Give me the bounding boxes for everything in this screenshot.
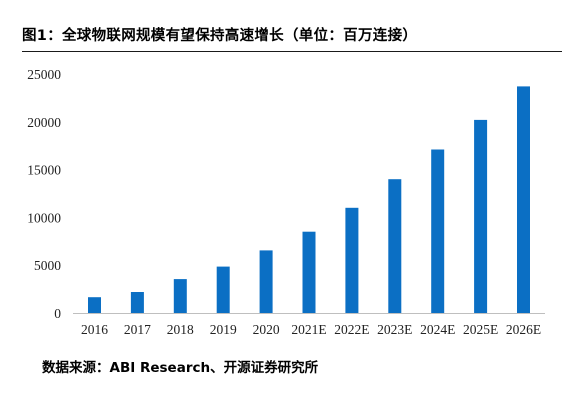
x-axis-ticks: 2016 2017 2018 2019 2020 2021E 2022E 2023E 2024E…: [81, 322, 541, 337]
y-tick-label: 0: [54, 306, 61, 321]
y-tick-label: 15000: [27, 163, 61, 178]
x-tick-label: 2021E: [291, 322, 326, 337]
bar: [388, 179, 402, 313]
title-rule: [22, 51, 562, 52]
bars: [88, 86, 530, 314]
bar: [216, 266, 230, 313]
x-tick-label: 2020: [253, 322, 280, 337]
y-tick-label: 10000: [27, 210, 61, 225]
x-tick-label: 2016: [81, 322, 108, 337]
x-tick-label: 2026E: [506, 322, 541, 337]
x-tick-label: 2019: [210, 322, 237, 337]
figure-title: 图1：全球物联网规模有望保持高速增长（单位：百万连接）: [22, 28, 418, 44]
x-tick-label: 2017: [124, 322, 151, 337]
source-label: 数据来源：: [42, 360, 110, 376]
source-note: 数据来源：ABI Research、开源证券研究所: [42, 356, 318, 376]
bar: [345, 207, 359, 313]
y-tick-label: 20000: [27, 115, 61, 130]
x-tick-label: 2025E: [463, 322, 498, 337]
bar: [88, 297, 101, 313]
source-value: ABI Research、开源证券研究所: [109, 360, 319, 376]
bar: [259, 250, 273, 313]
bar: [173, 279, 187, 313]
x-tick-label: 2018: [167, 322, 194, 337]
x-tick-label: 2023E: [377, 322, 412, 337]
bar: [431, 149, 445, 313]
x-tick-label: 2024E: [420, 322, 455, 337]
bar: [517, 86, 530, 314]
y-tick-label: 25000: [27, 67, 61, 82]
bar: [130, 292, 144, 313]
y-tick-label: 5000: [34, 258, 61, 273]
y-axis-ticks: 0 5000 10000 15000 20000 25000: [27, 67, 61, 321]
bar: [302, 231, 316, 313]
x-tick-label: 2022E: [334, 322, 369, 337]
bar: [474, 119, 488, 314]
